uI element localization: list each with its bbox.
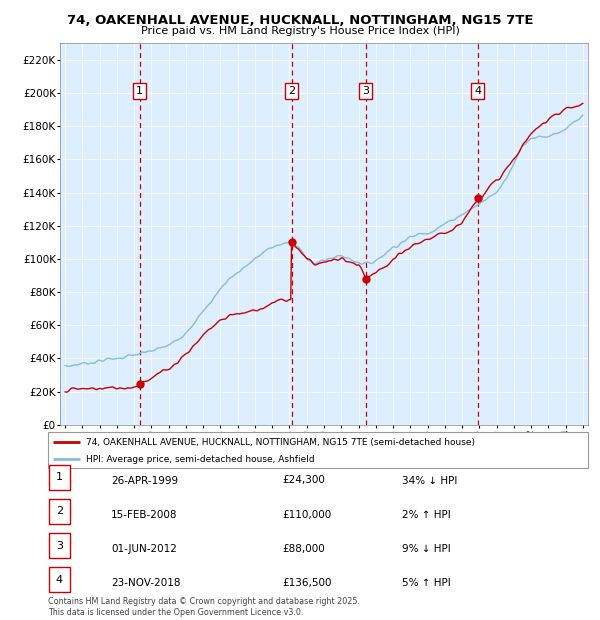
Text: 2: 2 [288,86,295,96]
Text: 74, OAKENHALL AVENUE, HUCKNALL, NOTTINGHAM, NG15 7TE: 74, OAKENHALL AVENUE, HUCKNALL, NOTTINGH… [67,14,533,27]
Text: 5% ↑ HPI: 5% ↑ HPI [402,578,451,588]
Text: 3: 3 [362,86,369,96]
Text: £110,000: £110,000 [282,510,331,520]
Text: 34% ↓ HPI: 34% ↓ HPI [402,476,457,485]
Text: 4: 4 [56,575,63,585]
Text: £24,300: £24,300 [282,476,325,485]
Text: 9% ↓ HPI: 9% ↓ HPI [402,544,451,554]
Text: 2% ↑ HPI: 2% ↑ HPI [402,510,451,520]
Text: £88,000: £88,000 [282,544,325,554]
Text: 1: 1 [56,472,63,482]
FancyBboxPatch shape [49,567,70,592]
Text: HPI: Average price, semi-detached house, Ashfield: HPI: Average price, semi-detached house,… [86,454,314,464]
Text: 1: 1 [136,86,143,96]
Text: 4: 4 [474,86,481,96]
Text: 3: 3 [56,541,63,551]
Text: 2: 2 [56,507,63,516]
Text: 74, OAKENHALL AVENUE, HUCKNALL, NOTTINGHAM, NG15 7TE (semi-detached house): 74, OAKENHALL AVENUE, HUCKNALL, NOTTINGH… [86,438,475,446]
FancyBboxPatch shape [49,499,70,524]
Text: 23-NOV-2018: 23-NOV-2018 [111,578,181,588]
Text: 15-FEB-2008: 15-FEB-2008 [111,510,178,520]
Text: 26-APR-1999: 26-APR-1999 [111,476,178,485]
FancyBboxPatch shape [48,432,588,468]
FancyBboxPatch shape [49,533,70,558]
Text: Price paid vs. HM Land Registry's House Price Index (HPI): Price paid vs. HM Land Registry's House … [140,26,460,36]
Text: Contains HM Land Registry data © Crown copyright and database right 2025.
This d: Contains HM Land Registry data © Crown c… [48,598,360,617]
Text: 01-JUN-2012: 01-JUN-2012 [111,544,177,554]
FancyBboxPatch shape [49,465,70,490]
Text: £136,500: £136,500 [282,578,331,588]
